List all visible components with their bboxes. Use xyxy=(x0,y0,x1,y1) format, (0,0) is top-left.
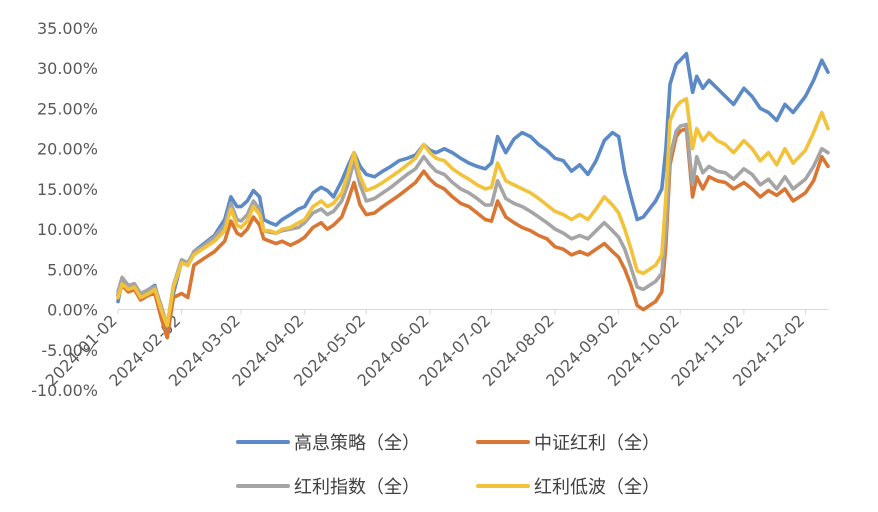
series-line-3 xyxy=(116,122,830,328)
series-line-4 xyxy=(116,97,830,328)
series-lines xyxy=(116,51,830,340)
y-tick-label: 25.00% xyxy=(37,99,98,118)
legend-label: 红利低波（全） xyxy=(534,477,660,498)
y-tick-label: -5.00% xyxy=(41,341,98,360)
y-tick-label: 0.00% xyxy=(47,301,98,320)
legend-label: 红利指数（全） xyxy=(294,477,420,498)
y-tick-label: 5.00% xyxy=(47,260,98,279)
legend: 高息策略（全） 中证红利（全） 红利指数（全） 红利低波（全） xyxy=(236,433,660,498)
legend-label: 高息策略（全） xyxy=(294,433,420,454)
y-axis-tick-labels: 35.00% 30.00% 25.00% 20.00% 15.00% 10.00% 5.00… xyxy=(31,19,98,400)
y-tick-label: 35.00% xyxy=(37,19,98,38)
series-line-1 xyxy=(116,51,830,332)
y-tick-label: -10.00% xyxy=(31,381,98,400)
legend-label: 中证红利（全） xyxy=(534,433,660,454)
series-line-2 xyxy=(116,126,830,340)
y-tick-label: 10.00% xyxy=(37,220,98,239)
y-tick-label: 15.00% xyxy=(37,180,98,199)
y-tick-label: 30.00% xyxy=(37,59,98,78)
y-tick-label: 20.00% xyxy=(37,140,98,159)
x-axis-tick-labels: 2024-01-022024-02-022024-03-022024-04-02… xyxy=(42,309,808,390)
